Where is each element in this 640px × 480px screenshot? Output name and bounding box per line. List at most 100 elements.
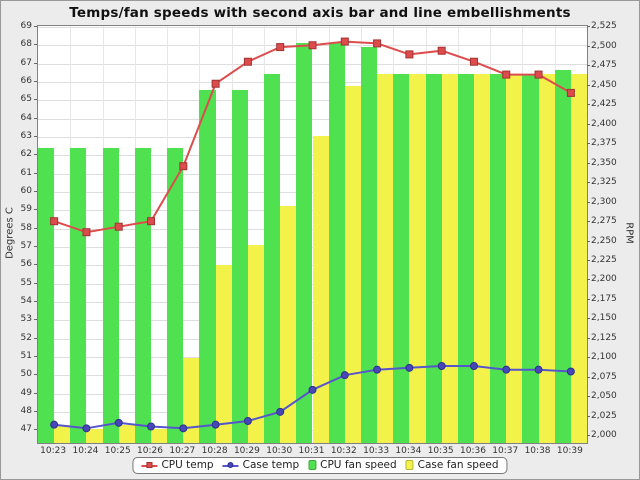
cpu-temp-marker: [469, 57, 478, 66]
bar-case-fan-speed: [409, 73, 426, 443]
y-tick-mark-right: [587, 65, 590, 67]
y-tick-mark-right: [587, 143, 590, 145]
y-tick-mark-left: [34, 44, 37, 46]
y-tick-mark-right: [587, 415, 590, 417]
case-temp-marker: [50, 420, 59, 429]
y-tick-mark-left: [34, 429, 37, 431]
chart-title: Temps/fan speeds with second axis bar an…: [69, 5, 571, 21]
cpu-temp-marker: [211, 79, 220, 88]
case-temp-marker: [405, 363, 414, 372]
y-tick-mark-left: [34, 80, 37, 82]
y-tick-mark-left: [34, 392, 37, 394]
y-tick-label-left: 48: [20, 405, 32, 416]
bar-case-fan-speed: [344, 85, 361, 443]
bar-case-fan-speed: [473, 73, 491, 443]
cpu-temp-marker: [405, 50, 414, 59]
x-tick-label: 10:27: [169, 446, 196, 456]
y-tick-label-right: 2,375: [591, 138, 617, 149]
cpu-temp-line: [53, 40, 572, 234]
case-temp-marker: [243, 417, 252, 426]
y-tick-mark-right: [587, 26, 590, 28]
legend-item-cpu-fan-speed: CPU fan speed: [308, 459, 397, 471]
y-tick-label-right: 2,450: [591, 79, 617, 90]
y-tick-label-right: 2,000: [591, 430, 617, 441]
y-tick-label-left: 54: [20, 295, 32, 306]
y-tick-label-left: 68: [20, 39, 32, 50]
bar-cpu-fan-speed: [425, 73, 442, 443]
cpu-temp-marker: [50, 217, 59, 226]
bar-case-fan-speed: [538, 73, 555, 443]
cpu-temp-marker: [179, 162, 188, 171]
bar-cpu-fan-speed: [70, 147, 87, 443]
legend-swatch-case-fan-speed: [405, 460, 414, 470]
y-tick-label-left: 57: [20, 240, 32, 251]
case-temp-marker: [114, 418, 123, 427]
x-tick-label: 10:31: [298, 446, 325, 456]
y-tick-label-right: 2,125: [591, 332, 617, 343]
y-tick-label-right: 2,250: [591, 235, 617, 246]
cpu-temp-marker: [276, 43, 285, 52]
legend-marker-cpu-temp: [141, 461, 158, 470]
cpu-temp-marker: [147, 217, 156, 226]
y-tick-label-left: 63: [20, 130, 32, 141]
bar-case-fan-speed: [118, 424, 135, 443]
y-tick-label-right: 2,525: [591, 21, 617, 32]
x-tick-label: 10:35: [427, 446, 454, 456]
y-tick-mark-right: [587, 337, 590, 339]
y-tick-mark-right: [587, 240, 590, 242]
bar-case-fan-speed: [215, 264, 232, 443]
y-tick-mark-right: [587, 260, 590, 261]
y-tick-label-right: 2,500: [591, 40, 617, 51]
legend-label-case-temp: Case temp: [242, 459, 300, 471]
y-tick-label-right: 2,175: [591, 293, 617, 304]
y-tick-mark-right: [587, 318, 590, 320]
y-tick-label-right: 2,325: [591, 177, 617, 188]
legend-item-case-temp: Case temp: [222, 459, 300, 471]
y-tick-label-right: 2,050: [591, 391, 617, 402]
bar-cpu-fan-speed: [328, 42, 345, 443]
y-tick-label-left: 55: [20, 277, 32, 288]
y-tick-label-left: 58: [20, 222, 32, 233]
x-tick-label: 10:25: [104, 446, 131, 456]
y-tick-mark-right: [587, 298, 590, 300]
legend: CPU temp Case temp CPU fan speed Case fan s…: [132, 457, 508, 474]
cpu-temp-marker: [340, 37, 349, 46]
x-tick-label: 10:24: [72, 446, 99, 456]
y-tick-mark-left: [34, 300, 37, 302]
y-tick-mark-right: [587, 279, 590, 281]
y-tick-label-left: 62: [20, 149, 32, 160]
bar-case-fan-speed: [570, 73, 587, 443]
case-temp-marker: [340, 371, 349, 380]
bar-cpu-fan-speed: [457, 73, 474, 443]
bar-cpu-fan-speed: [393, 73, 410, 443]
legend-label-cpu-temp: CPU temp: [161, 459, 214, 471]
y-tick-mark-right: [587, 376, 590, 378]
y-tick-label-left: 53: [20, 314, 32, 325]
y-tick-mark-left: [34, 99, 37, 101]
gridline-horizontal: [38, 26, 587, 28]
y-tick-mark-left: [34, 172, 37, 174]
x-tick-label: 10:34: [395, 446, 422, 456]
y-tick-label-left: 60: [20, 185, 32, 196]
y-tick-mark-left: [34, 282, 37, 284]
y-tick-label-right: 2,075: [591, 371, 617, 382]
bar-case-fan-speed: [151, 428, 168, 443]
y-tick-label-left: 50: [20, 369, 32, 380]
bar-case-fan-speed: [506, 73, 523, 443]
cpu-temp-marker: [566, 88, 575, 97]
y-tick-label-left: 49: [20, 387, 32, 398]
y-tick-label-right: 2,025: [591, 410, 617, 421]
case-temp-marker: [147, 422, 156, 431]
legend-marker-shape: [227, 462, 234, 468]
x-tick-label: 10:38: [524, 446, 551, 456]
y-tick-label-left: 64: [20, 112, 32, 123]
legend-item-case-fan-speed: Case fan speed: [405, 459, 499, 471]
bar-cpu-fan-speed: [167, 147, 184, 443]
y-tick-label-right: 2,475: [591, 60, 617, 71]
case-temp-marker: [502, 365, 511, 374]
y-tick-mark-left: [34, 319, 37, 321]
y-tick-label-right: 2,300: [591, 196, 617, 207]
cpu-temp-marker: [82, 228, 91, 237]
y-tick-mark-right: [587, 84, 590, 86]
y-tick-mark-left: [34, 62, 37, 64]
